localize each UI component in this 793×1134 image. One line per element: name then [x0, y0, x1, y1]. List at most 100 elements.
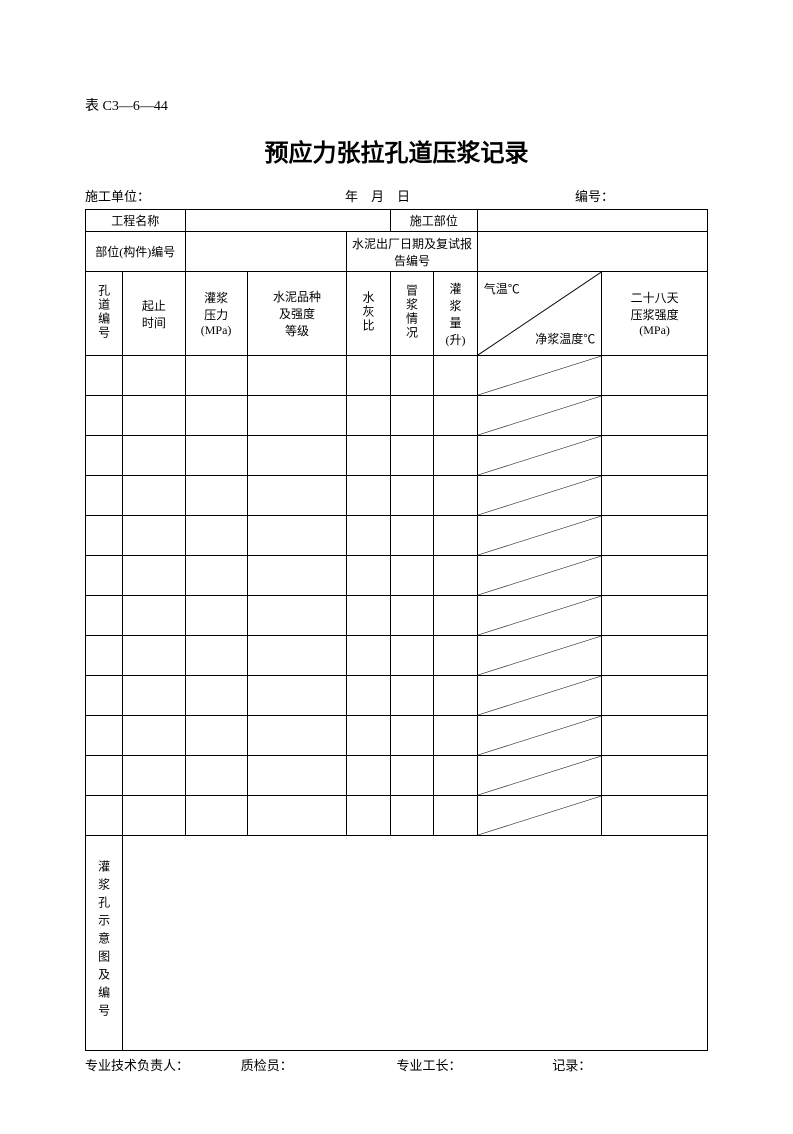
table-row [86, 796, 708, 836]
form-code: 表 C3—6—44 [85, 95, 708, 115]
table-cell [477, 476, 601, 516]
table-cell [347, 716, 391, 756]
table-cell [247, 476, 347, 516]
table-row [86, 756, 708, 796]
table-cell [434, 556, 478, 596]
serial-label: 编号： [535, 186, 708, 205]
table-cell [434, 676, 478, 716]
header-row-2: 部位(构件)编号 水泥出厂日期及复试报告编号 [86, 232, 708, 272]
table-cell [86, 796, 123, 836]
table-cell [390, 356, 434, 396]
footer-recorder: 记录： [552, 1055, 708, 1074]
table-cell [602, 756, 708, 796]
table-cell [347, 516, 391, 556]
table-cell [434, 476, 478, 516]
table-cell [390, 436, 434, 476]
col-strength: 二十八天 压浆强度 (MPa) [602, 272, 708, 356]
table-row [86, 476, 708, 516]
table-cell [247, 356, 347, 396]
table-cell [477, 596, 601, 636]
table-cell [123, 396, 185, 436]
table-cell [123, 516, 185, 556]
table-cell [86, 716, 123, 756]
table-cell [602, 356, 708, 396]
table-cell [390, 676, 434, 716]
table-cell [390, 636, 434, 676]
table-cell [347, 356, 391, 396]
table-cell [185, 596, 247, 636]
table-cell [247, 676, 347, 716]
table-cell [347, 436, 391, 476]
table-cell [123, 636, 185, 676]
table-cell [347, 676, 391, 716]
table-cell [390, 396, 434, 436]
table-cell [434, 436, 478, 476]
table-cell [434, 756, 478, 796]
table-cell [347, 756, 391, 796]
table-cell [185, 636, 247, 676]
table-cell [434, 516, 478, 556]
table-cell [602, 556, 708, 596]
table-cell [602, 796, 708, 836]
table-cell [123, 356, 185, 396]
date-label: 年 月 日 [345, 186, 535, 205]
table-cell [123, 796, 185, 836]
table-cell [477, 516, 601, 556]
table-cell [602, 476, 708, 516]
table-row [86, 396, 708, 436]
table-cell [477, 716, 601, 756]
table-cell [123, 436, 185, 476]
footer-row: 专业技术负责人： 质检员： 专业工长： 记录： [85, 1055, 708, 1074]
table-cell [390, 796, 434, 836]
table-cell [247, 596, 347, 636]
table-cell [185, 436, 247, 476]
table-cell [602, 596, 708, 636]
table-cell [123, 756, 185, 796]
table-cell [86, 636, 123, 676]
hdr-project-name: 工程名称 [86, 210, 186, 232]
table-cell [123, 556, 185, 596]
diagram-area [123, 836, 708, 1051]
table-cell [477, 556, 601, 596]
table-cell [602, 436, 708, 476]
table-cell [390, 596, 434, 636]
table-cell [86, 556, 123, 596]
table-cell [86, 756, 123, 796]
table-row [86, 556, 708, 596]
table-cell [86, 356, 123, 396]
table-cell [86, 436, 123, 476]
table-cell [185, 516, 247, 556]
col-overflow: 冒浆情况 [390, 272, 434, 356]
col-temperature: 气温℃ 净浆温度℃ [477, 272, 601, 356]
meta-row: 施工单位： 年 月 日 编号： [85, 186, 708, 205]
table-cell [247, 636, 347, 676]
table-cell [347, 796, 391, 836]
table-cell [185, 756, 247, 796]
table-cell [123, 596, 185, 636]
table-cell [434, 356, 478, 396]
table-cell [390, 756, 434, 796]
table-cell [247, 716, 347, 756]
table-cell [477, 756, 601, 796]
hdr-construction-part: 施工部位 [390, 210, 477, 232]
table-row [86, 596, 708, 636]
table-cell [434, 396, 478, 436]
table-cell [434, 716, 478, 756]
table-cell [86, 596, 123, 636]
table-cell [477, 396, 601, 436]
table-cell [347, 596, 391, 636]
table-cell [185, 356, 247, 396]
table-row [86, 516, 708, 556]
table-cell [434, 796, 478, 836]
table-cell [434, 636, 478, 676]
footer-inspector: 质检员： [241, 1055, 397, 1074]
hdr-cement-report-val [477, 232, 707, 272]
table-cell [123, 716, 185, 756]
hdr-component-no: 部位(构件)编号 [86, 232, 186, 272]
hdr-cement-report: 水泥出厂日期及复试报告编号 [347, 232, 478, 272]
table-row [86, 676, 708, 716]
table-cell [602, 716, 708, 756]
hdr-component-no-val [185, 232, 347, 272]
grouting-record-table: 工程名称 施工部位 部位(构件)编号 水泥出厂日期及复试报告编号 孔道编号 起止… [85, 209, 708, 1051]
table-cell [477, 676, 601, 716]
